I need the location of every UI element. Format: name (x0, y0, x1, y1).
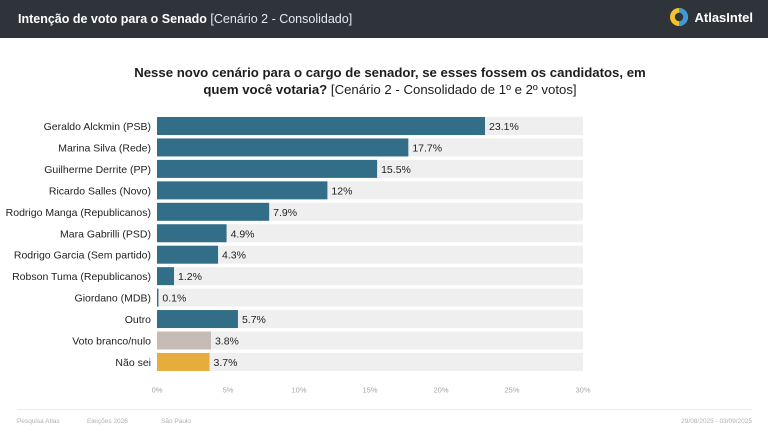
bar (157, 181, 328, 200)
category-label: Não sei (115, 357, 151, 369)
bar-track (157, 245, 583, 264)
x-tick-label: 25% (504, 385, 519, 394)
category-label: Rodrigo Garcia (Sem partido) (14, 250, 151, 262)
bar-track (157, 288, 583, 307)
bar-chart: Geraldo Alckmin (PSB) 23.1% Marina Silva (… (6, 117, 591, 394)
x-tick-label: 0% (152, 385, 163, 394)
data-label: 0.1% (162, 293, 186, 305)
page-title: Intenção de voto para o Senado [Cenário … (18, 12, 352, 26)
bar (157, 159, 378, 178)
bar-track (157, 267, 583, 286)
bar (157, 224, 227, 243)
footer-dates: 29/08/2025 - 03/09/2025 (681, 418, 752, 425)
category-label: Guilherme Derrite (PP) (44, 164, 151, 176)
data-label: 1.2% (178, 271, 202, 283)
bar (157, 138, 409, 157)
data-label: 17.7% (412, 142, 442, 154)
category-label: Giordano (MDB) (75, 293, 151, 305)
category-label: Robson Tuma (Republicanos) (12, 271, 151, 283)
data-label: 3.8% (215, 336, 239, 348)
brand: AtlasIntel (669, 7, 753, 27)
category-label: Marina Silva (Rede) (58, 142, 151, 154)
footer-region: São Paulo (161, 418, 191, 425)
bar (157, 117, 486, 135)
x-tick-label: 20% (433, 385, 448, 394)
category-label: Voto branco/nulo (72, 336, 151, 348)
bar-track (157, 224, 583, 243)
question-text: Nesse novo cenário para o cargo de senad… (134, 65, 646, 97)
atlasintel-logo-icon (670, 8, 689, 26)
category-label: Ricardo Salles (Novo) (49, 185, 151, 197)
category-label: Geraldo Alckmin (PSB) (44, 121, 151, 133)
footer: Pesquisa Atlas Eleições 2026 São Paulo 2… (17, 409, 752, 431)
bar (157, 245, 219, 264)
data-label: 4.9% (231, 228, 255, 240)
brand-name: AtlasIntel (694, 9, 753, 25)
bar (157, 267, 175, 286)
bar-track (157, 352, 583, 371)
bar (157, 288, 159, 307)
x-tick-label: 5% (223, 385, 234, 394)
data-label: 5.7% (242, 314, 266, 326)
footer-topic: Eleições 2026 (87, 418, 128, 425)
category-label: Rodrigo Manga (Republicanos) (6, 207, 151, 219)
bar-track (157, 331, 583, 350)
x-tick-label: 30% (575, 385, 590, 394)
bar (157, 310, 238, 329)
bar (157, 352, 210, 371)
bar (157, 331, 211, 350)
data-label: 7.9% (273, 207, 297, 219)
bar (157, 202, 270, 221)
title-main: Intenção de voto para o Senado (18, 12, 207, 26)
category-label: Mara Gabrilli (PSD) (60, 228, 151, 240)
bar-track (157, 310, 583, 329)
chart-question: Nesse novo cenário para o cargo de senad… (120, 64, 660, 98)
data-label: 4.3% (222, 250, 246, 262)
footer-source: Pesquisa Atlas (17, 418, 60, 425)
question-subtitle: [Cenário 2 - Consolidado de 1º e 2º voto… (330, 82, 577, 97)
data-label: 12% (331, 185, 352, 197)
data-label: 15.5% (381, 164, 411, 176)
header-bar: Intenção de voto para o Senado [Cenário … (0, 0, 768, 38)
title-scenario: [Cenário 2 - Consolidado] (210, 12, 353, 26)
x-tick-label: 15% (362, 385, 377, 394)
data-label: 3.7% (214, 357, 238, 369)
category-label: Outro (125, 314, 151, 326)
x-tick-label: 10% (291, 385, 306, 394)
data-label: 23.1% (489, 121, 519, 133)
